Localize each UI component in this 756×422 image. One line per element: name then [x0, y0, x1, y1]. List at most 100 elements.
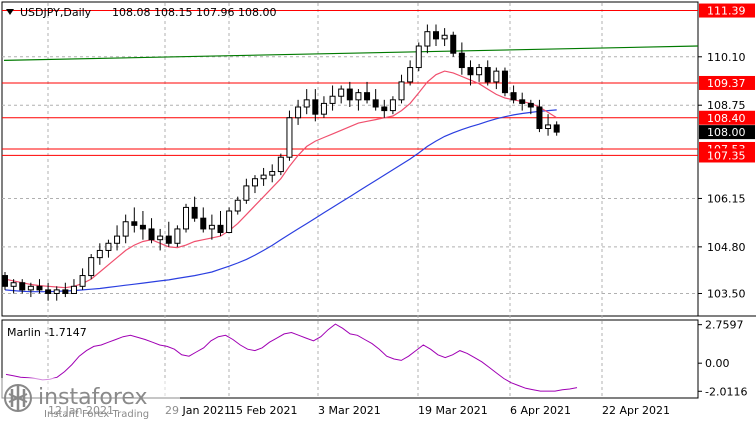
candle [476, 63, 483, 82]
candle [433, 24, 439, 47]
candle [286, 110, 293, 161]
level-price-tag [699, 110, 755, 125]
current-price-label: 108.00 [707, 126, 746, 139]
candle [62, 282, 69, 298]
indicator-tick-label: 0.00 [705, 357, 730, 370]
ma-long-line [3, 45, 699, 61]
candle [19, 279, 26, 294]
time-label: 19 Mar 2021 [418, 404, 488, 417]
candle [415, 42, 422, 72]
candle [381, 99, 388, 118]
candle [131, 207, 138, 233]
candle [45, 282, 52, 301]
candle [545, 114, 552, 136]
candle [2, 271, 8, 290]
level-price-label: 108.40 [707, 112, 746, 125]
candle [79, 268, 86, 290]
price-levels [2, 10, 698, 156]
candle [96, 243, 103, 265]
chart-header: USDJPY,Daily 108.08 108.15 107.96 108.00 [6, 6, 276, 19]
candle [114, 225, 121, 251]
candle [122, 214, 129, 244]
level-price-tag [699, 75, 755, 90]
candle [157, 228, 164, 251]
main-chart-frame [1, 1, 699, 317]
time-label: 15 Feb 2021 [229, 404, 297, 417]
candle [243, 178, 250, 204]
ma-fast-line [4, 70, 558, 289]
candle [510, 85, 517, 104]
candle [217, 211, 224, 237]
candle [501, 67, 508, 97]
candle [329, 85, 336, 111]
candle [458, 42, 465, 75]
candle [70, 279, 77, 294]
candle [208, 214, 215, 240]
candle [364, 81, 371, 104]
time-label: 22 Apr 2021 [602, 404, 670, 417]
candle [27, 282, 34, 298]
indicator-tick-label: -2.0116 [705, 385, 747, 398]
logo-tagline: Instant Forex Trading [44, 409, 149, 420]
logo-icon [4, 384, 32, 412]
candle [536, 99, 543, 133]
level-price-label: 111.39 [707, 5, 746, 18]
candle [36, 279, 43, 294]
candle [53, 286, 60, 301]
marlin-path [5, 323, 578, 392]
candle [226, 207, 233, 234]
candle [295, 99, 302, 125]
candle [320, 96, 327, 118]
symbol-label: USDJPY,Daily [20, 6, 92, 19]
candle [139, 211, 146, 240]
candle [277, 153, 284, 176]
candle [148, 218, 155, 244]
candles [2, 24, 560, 301]
candle [484, 60, 491, 86]
time-label: 6 Apr 2021 [510, 404, 571, 417]
marlin-indicator-line [5, 323, 578, 392]
candle [527, 99, 534, 115]
current-price-tag [699, 125, 755, 140]
level-price-label: 109.37 [707, 77, 746, 90]
candle [165, 221, 172, 247]
candle [355, 89, 362, 111]
price-tick-label: 108.75 [707, 99, 746, 112]
triangle-down-icon[interactable] [6, 9, 14, 15]
candle [312, 89, 319, 122]
instaforex-logo: instaforex Instant Forex Trading [0, 378, 180, 422]
candle [450, 31, 457, 57]
candle [346, 81, 353, 107]
indicator-frame [1, 319, 699, 399]
indicator-label: Marlin -1.7147 [7, 326, 87, 339]
candle [200, 207, 207, 233]
candle [303, 89, 310, 115]
candle [88, 254, 95, 280]
candle [372, 89, 379, 111]
candle [467, 60, 474, 86]
candle [269, 164, 276, 183]
level-price-tag [699, 3, 755, 18]
price-tick-label: 103.50 [707, 287, 746, 300]
ma-fast-path [4, 70, 558, 289]
ma-long-path [3, 45, 699, 61]
indicator-tick-label: 2.7597 [705, 319, 744, 332]
candle [183, 203, 190, 233]
candle [191, 196, 198, 222]
indicator-axis: 2.7597 0.00 -2.0116 [698, 319, 747, 398]
price-axis: 110.10 108.75 106.15 104.80 103.50 111.39 109.… [698, 3, 755, 300]
time-label: 29 Jan 2021 [165, 404, 231, 417]
ohlc-label: 108.08 108.15 107.96 108.00 [112, 6, 276, 19]
candle [234, 196, 241, 215]
level-price-label: 107.35 [707, 149, 746, 162]
candle [398, 74, 405, 104]
price-tick-label: 110.10 [707, 51, 746, 64]
candle [260, 167, 267, 186]
logo-brand: instaforex [38, 385, 148, 410]
candle [251, 175, 258, 194]
candle [389, 96, 396, 115]
ma-slow-line [4, 109, 557, 293]
vertical-grid [47, 3, 603, 397]
candle [10, 279, 17, 294]
